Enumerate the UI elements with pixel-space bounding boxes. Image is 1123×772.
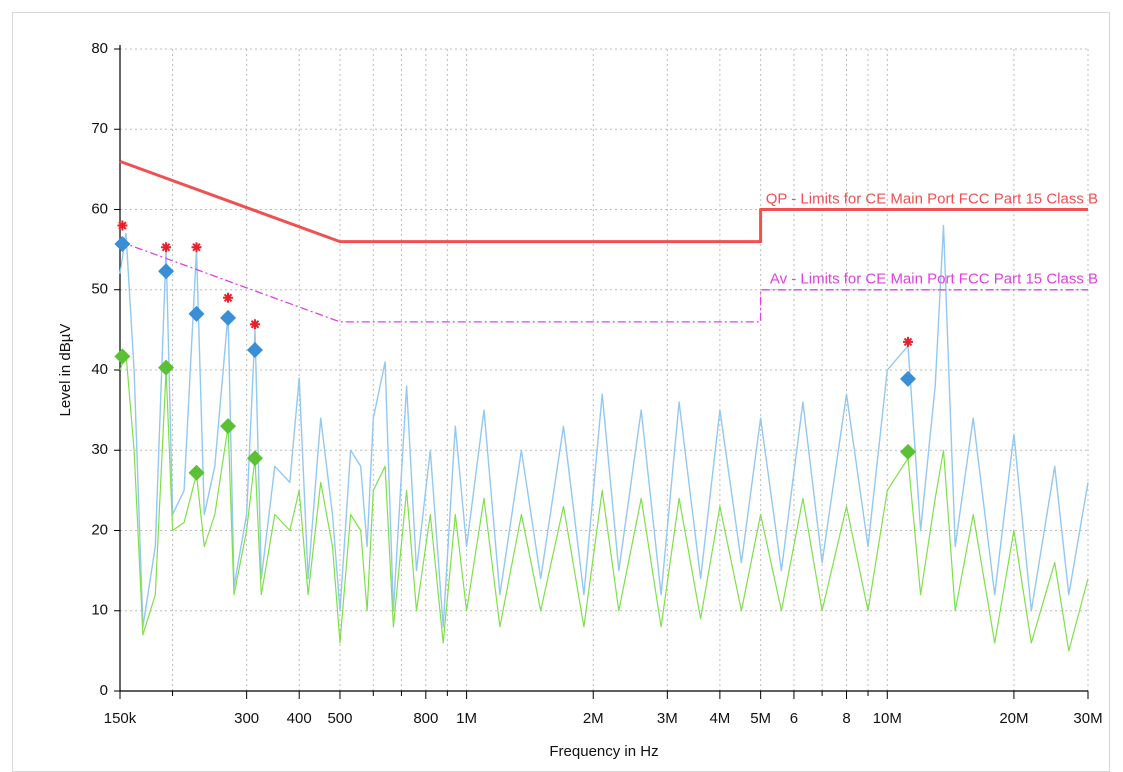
x-tick-label: 300 [234,710,259,727]
y-tick-label: 60 [91,200,108,217]
y-tick-label: 20 [91,521,108,538]
diamond-marker [114,236,131,253]
peak-marker [161,242,172,253]
peak-marker [249,319,260,330]
peak-marker [902,336,913,347]
y-tick-label: 0 [100,682,108,699]
x-tick-label: 3M [657,710,678,727]
y-tick-label: 40 [91,361,108,378]
diamond-marker [114,348,131,365]
x-tick-label: 5M [750,710,771,727]
peak-marker [191,242,202,253]
y-tick-label: 70 [91,120,108,137]
y-tick-label: 30 [91,441,108,458]
x-tick-label: 2M [583,710,604,727]
x-tick-label: 20M [999,710,1028,727]
x-tick-label: 4M [709,710,730,727]
limit-label: Av - Limits for CE Main Port FCC Part 15… [770,271,1098,288]
diamond-marker [220,309,237,326]
diamond-marker [899,443,916,460]
diamond-marker [220,418,237,435]
x-tick-label: 30M [1073,710,1102,727]
limit-line [119,240,1088,323]
limit-label: QP - Limits for CE Main Port FCC Part 15… [766,190,1098,207]
limit-line [119,159,1088,244]
y-tick-label: 80 [91,40,108,57]
x-tick-label: 400 [287,710,312,727]
trace [119,224,1089,628]
y-tick-label: 50 [91,281,108,298]
diamond-marker [188,464,205,481]
y-axis-label: Level in dBµV [57,324,74,417]
diamond-marker [188,305,205,322]
y-tick-label: 10 [91,602,108,619]
x-axis-label: Frequency in Hz [549,743,658,760]
x-tick-label: 1M [456,710,477,727]
x-tick-label: 150k [104,710,137,727]
peak-marker [117,220,128,231]
diamond-marker [246,450,263,467]
peak-marker [223,292,234,303]
x-tick-label: 8 [842,710,850,727]
diamond-marker [899,370,916,387]
diamond-marker [158,359,175,376]
x-tick-label: 6 [790,710,798,727]
x-tick-label: 10M [873,710,902,727]
trace [119,353,1089,652]
x-tick-label: 800 [413,710,438,727]
x-tick-label: 500 [327,710,352,727]
diamond-marker [246,341,263,358]
diamond-marker [158,263,175,280]
